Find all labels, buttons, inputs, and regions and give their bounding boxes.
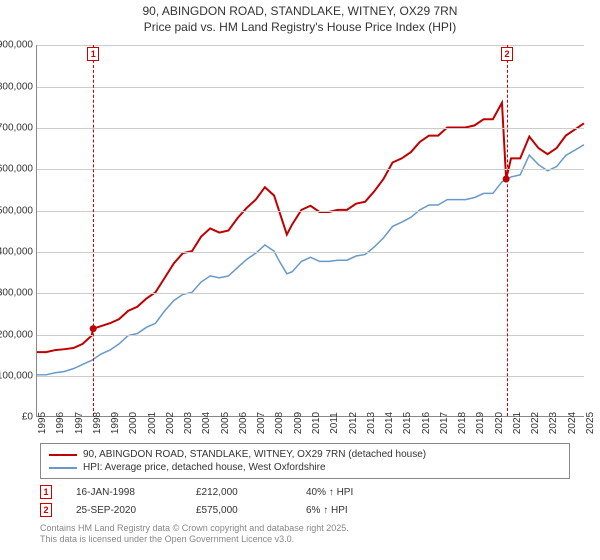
y-axis-tick: £300,000 — [0, 288, 33, 299]
x-axis-tick: 2025 — [585, 412, 596, 434]
y-axis-tick: £900,000 — [0, 40, 33, 51]
x-axis-tick: 2020 — [494, 412, 505, 434]
sale-row: 2 25-SEP-2020£575,0006% ↑ HPI — [40, 501, 570, 519]
legend-item: HPI: Average price, detached house, West… — [49, 461, 561, 474]
x-axis-tick: 2000 — [128, 412, 139, 434]
sale-delta: 6% ↑ HPI — [306, 505, 426, 516]
x-axis-tick: 2015 — [402, 412, 413, 434]
sale-marker-icon: 2 — [40, 503, 52, 517]
x-axis-tick: 1999 — [110, 412, 121, 434]
chart-title: 90, ABINGDON ROAD, STANDLAKE, WITNEY, OX… — [0, 0, 600, 37]
legend: 90, ABINGDON ROAD, STANDLAKE, WITNEY, OX… — [40, 443, 570, 479]
sale-marker-icon: 1 — [40, 485, 52, 499]
x-axis-tick: 2019 — [475, 412, 486, 434]
legend-item: 90, ABINGDON ROAD, STANDLAKE, WITNEY, OX… — [49, 448, 561, 461]
x-axis-tick: 2012 — [348, 412, 359, 434]
x-axis-tick: 1996 — [55, 412, 66, 434]
y-axis-tick: £700,000 — [0, 122, 33, 133]
x-axis-tick: 2013 — [366, 412, 377, 434]
y-axis-tick: £600,000 — [0, 164, 33, 175]
x-axis-tick: 2010 — [311, 412, 322, 434]
title-line-1: 90, ABINGDON ROAD, STANDLAKE, WITNEY, OX… — [0, 4, 600, 20]
sales-table: 1 16-JAN-1998£212,00040% ↑ HPI 2 25-SEP-202… — [40, 483, 570, 519]
x-axis-tick: 2009 — [293, 412, 304, 434]
x-axis-tick: 2007 — [256, 412, 267, 434]
x-axis-tick: 2021 — [512, 412, 523, 434]
footer-line-2: This data is licensed under the Open Gov… — [40, 534, 570, 545]
y-axis-tick: £400,000 — [0, 246, 33, 257]
sale-marker: 1 — [87, 47, 99, 61]
x-axis-tick: 2008 — [274, 412, 285, 434]
sale-delta: 40% ↑ HPI — [306, 487, 426, 498]
legend-swatch — [49, 467, 77, 469]
x-axis-tick: 1995 — [37, 412, 48, 434]
sale-marker: 2 — [501, 47, 513, 61]
legend-swatch — [49, 454, 77, 456]
sale-date: 25-SEP-2020 — [76, 505, 196, 516]
legend-label: HPI: Average price, detached house, West… — [83, 462, 326, 473]
y-axis-tick: £100,000 — [0, 370, 33, 381]
sale-date: 16-JAN-1998 — [76, 487, 196, 498]
x-axis-tick: 2002 — [165, 412, 176, 434]
x-axis-tick: 2022 — [530, 412, 541, 434]
x-axis-tick: 2018 — [457, 412, 468, 434]
x-axis-tick: 2014 — [384, 412, 395, 434]
x-axis-tick: 2001 — [147, 412, 158, 434]
x-axis-tick: 2006 — [238, 412, 249, 434]
x-axis-tick: 2017 — [439, 412, 450, 434]
footer-line-1: Contains HM Land Registry data © Crown c… — [40, 523, 570, 534]
sale-row: 1 16-JAN-1998£212,00040% ↑ HPI — [40, 483, 570, 501]
x-axis-tick: 2016 — [421, 412, 432, 434]
plot-area: £0£100,000£200,000£300,000£400,000£500,0… — [36, 45, 584, 417]
x-axis-tick: 2023 — [548, 412, 559, 434]
footer: Contains HM Land Registry data © Crown c… — [40, 523, 570, 545]
legend-label: 90, ABINGDON ROAD, STANDLAKE, WITNEY, OX… — [83, 449, 426, 460]
chart: £0 £100,000 £200,000 £300,000 £400,000 £500,0… — [0, 37, 590, 437]
x-axis-tick: 2011 — [329, 412, 340, 434]
x-axis-tick: 2005 — [220, 412, 231, 434]
x-axis-tick: 2024 — [567, 412, 578, 434]
sale-price: £212,000 — [196, 487, 306, 498]
y-axis-tick: £500,000 — [0, 205, 33, 216]
y-axis-tick: £200,000 — [0, 329, 33, 340]
chart-lines — [37, 45, 584, 416]
sale-price: £575,000 — [196, 505, 306, 516]
x-axis-tick: 2003 — [183, 412, 194, 434]
y-axis-tick: £0 — [22, 412, 33, 423]
title-line-2: Price paid vs. HM Land Registry's House … — [0, 20, 600, 36]
y-axis-tick: £800,000 — [0, 81, 33, 92]
x-axis-tick: 2004 — [201, 412, 212, 434]
x-axis-tick: 1997 — [74, 412, 85, 434]
